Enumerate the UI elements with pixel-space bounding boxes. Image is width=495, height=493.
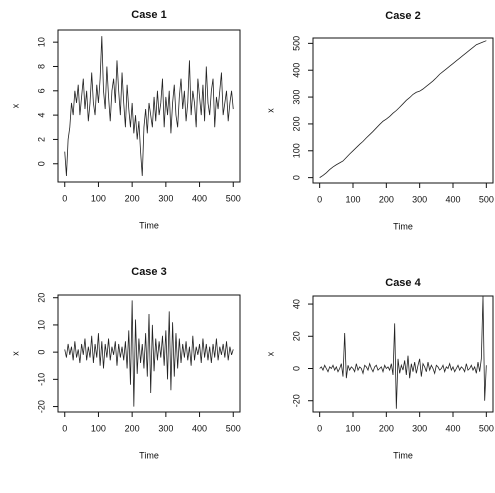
plot-frame (312, 295, 494, 413)
x-tick-label: 300 (158, 423, 173, 433)
y-tick-label: 10 (36, 37, 46, 47)
series-line (319, 295, 487, 409)
plot-frame (312, 37, 494, 184)
y-tick-label: 0 (36, 350, 46, 355)
x-tick-label: 100 (345, 423, 360, 433)
y-tick-label: 20 (36, 293, 46, 303)
x-tick-label: 200 (125, 423, 140, 433)
x-tick-label: 100 (91, 423, 106, 433)
x-axis-label: Time (393, 221, 413, 231)
x-tick-label: 500 (226, 423, 241, 433)
chart-title: Case 3 (131, 266, 166, 278)
x-tick-label: 300 (158, 193, 173, 203)
y-axis-label: x (265, 108, 275, 113)
x-tick-label: 200 (125, 193, 140, 203)
y-tick-label: 0 (291, 175, 301, 180)
x-axis-label: Time (393, 450, 413, 460)
y-axis-label: x (10, 351, 20, 356)
x-tick-label: 500 (479, 194, 494, 204)
x-tick-label: 400 (445, 194, 460, 204)
y-tick-label: 0 (291, 366, 301, 371)
x-tick-label: 400 (192, 423, 207, 433)
chart-title: Case 1 (131, 9, 166, 21)
y-tick-label: 100 (291, 143, 301, 158)
y-axis-label: x (10, 103, 20, 108)
y-tick-label: 200 (291, 116, 301, 131)
chart-title: Case 4 (385, 277, 421, 289)
series-line (64, 300, 234, 407)
x-tick-label: 500 (226, 193, 241, 203)
y-tick-label: -20 (291, 394, 301, 407)
x-tick-label: 0 (317, 423, 322, 433)
y-tick-label: 2 (36, 137, 46, 142)
y-tick-label: 20 (291, 331, 301, 341)
x-tick-label: 100 (345, 194, 360, 204)
series-line (64, 36, 234, 176)
x-tick-label: 400 (192, 193, 207, 203)
x-tick-label: 300 (412, 423, 427, 433)
y-tick-label: 40 (291, 299, 301, 309)
y-tick-label: 500 (291, 36, 301, 51)
x-tick-label: 0 (62, 193, 67, 203)
x-axis-label: Time (139, 450, 159, 460)
y-tick-label: 8 (36, 64, 46, 69)
y-tick-label: 300 (291, 90, 301, 105)
x-tick-label: 200 (379, 423, 394, 433)
y-axis-label: x (265, 351, 275, 356)
y-tick-label: 4 (36, 113, 46, 118)
chart-title: Case 2 (385, 10, 420, 22)
y-tick-label: 6 (36, 88, 46, 93)
series-line (319, 40, 487, 178)
x-tick-label: 500 (479, 423, 494, 433)
y-tick-label: 10 (36, 320, 46, 330)
x-axis-label: Time (139, 220, 159, 230)
x-tick-label: 100 (91, 193, 106, 203)
y-tick-label: 0 (36, 161, 46, 166)
x-tick-label: 300 (412, 194, 427, 204)
plot-frame (57, 29, 241, 183)
y-tick-label: -20 (36, 400, 46, 413)
x-tick-label: 400 (445, 423, 460, 433)
plot-frame (57, 294, 241, 413)
y-tick-label: 400 (291, 63, 301, 78)
x-tick-label: 200 (379, 194, 394, 204)
x-tick-label: 0 (62, 423, 67, 433)
y-tick-label: -10 (36, 373, 46, 386)
x-tick-label: 0 (317, 194, 322, 204)
